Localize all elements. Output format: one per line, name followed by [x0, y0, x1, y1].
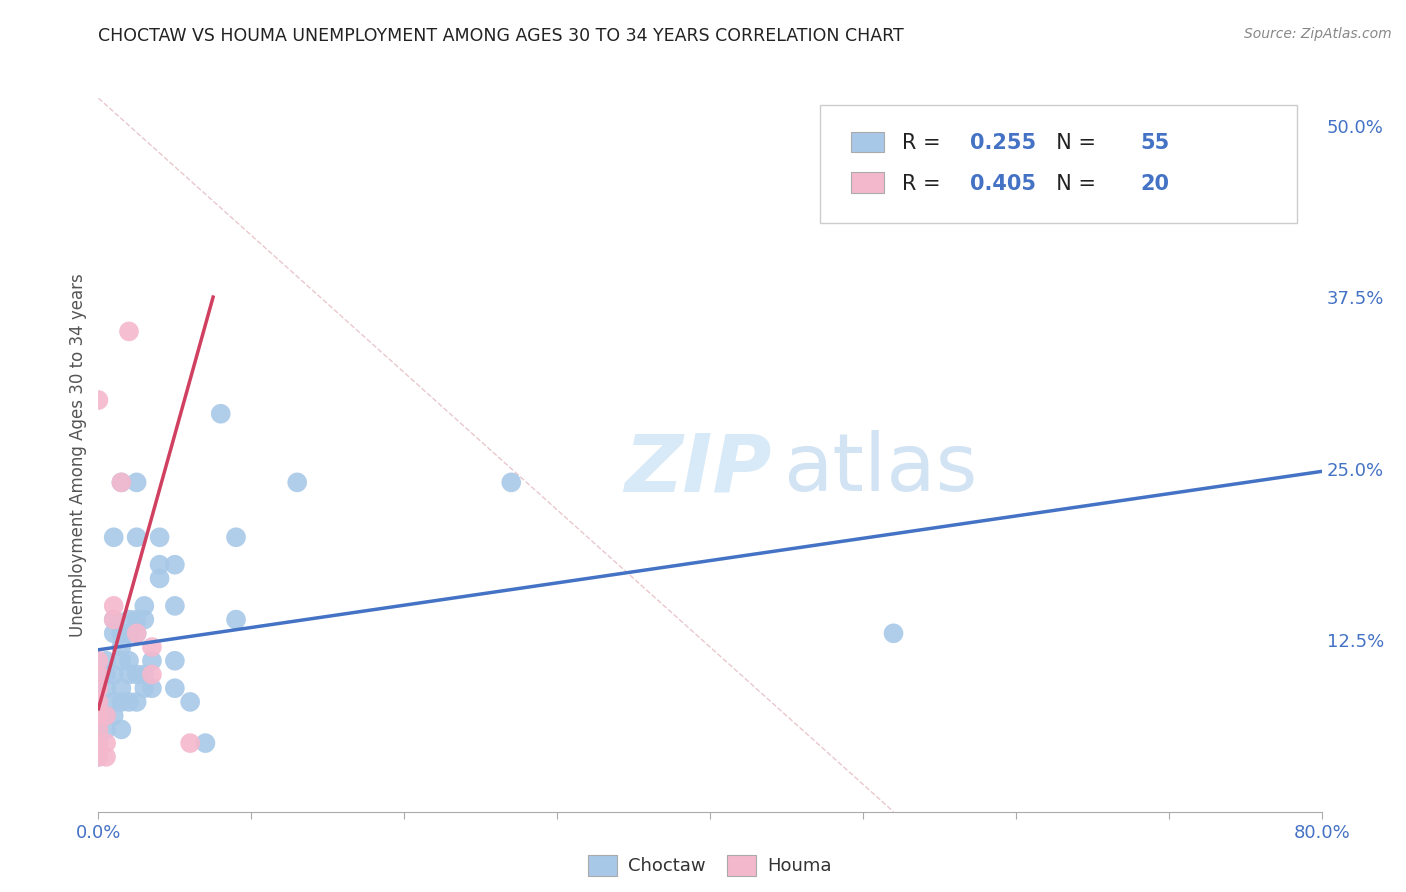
- Point: [103, 667, 125, 681]
- Point: [194, 736, 217, 750]
- Text: 20: 20: [1140, 174, 1170, 194]
- Point: [87, 695, 110, 709]
- Point: [141, 667, 163, 681]
- Point: [87, 749, 110, 764]
- Point: [94, 723, 117, 737]
- Point: [141, 654, 163, 668]
- FancyBboxPatch shape: [851, 172, 884, 193]
- Point: [134, 613, 156, 627]
- Point: [110, 695, 132, 709]
- Point: [134, 599, 156, 613]
- Point: [118, 613, 141, 627]
- Point: [87, 681, 110, 696]
- Point: [94, 667, 117, 681]
- Y-axis label: Unemployment Among Ages 30 to 34 years: Unemployment Among Ages 30 to 34 years: [69, 273, 87, 637]
- Point: [118, 667, 141, 681]
- Point: [94, 708, 117, 723]
- Text: atlas: atlas: [783, 430, 977, 508]
- Point: [87, 667, 110, 681]
- Point: [163, 558, 186, 572]
- Point: [110, 475, 132, 490]
- Point: [501, 475, 523, 490]
- Point: [125, 667, 148, 681]
- Text: CHOCTAW VS HOUMA UNEMPLOYMENT AMONG AGES 30 TO 34 YEARS CORRELATION CHART: CHOCTAW VS HOUMA UNEMPLOYMENT AMONG AGES…: [98, 27, 904, 45]
- Point: [94, 654, 117, 668]
- Text: N =: N =: [1043, 174, 1102, 194]
- Point: [134, 667, 156, 681]
- Text: 0.255: 0.255: [970, 133, 1036, 153]
- Legend: Choctaw, Houma: Choctaw, Houma: [579, 846, 841, 885]
- Text: 55: 55: [1140, 133, 1170, 153]
- Point: [179, 736, 201, 750]
- Point: [225, 530, 247, 544]
- Point: [285, 475, 308, 490]
- Text: R =: R =: [903, 174, 948, 194]
- Point: [110, 654, 132, 668]
- Point: [110, 681, 132, 696]
- Point: [103, 695, 125, 709]
- Point: [87, 723, 110, 737]
- Point: [125, 613, 148, 627]
- Point: [141, 640, 163, 654]
- FancyBboxPatch shape: [820, 105, 1298, 223]
- Point: [141, 681, 163, 696]
- Point: [103, 708, 125, 723]
- Point: [179, 695, 201, 709]
- Point: [110, 626, 132, 640]
- Point: [163, 654, 186, 668]
- FancyBboxPatch shape: [851, 132, 884, 153]
- Point: [87, 654, 110, 668]
- Text: Source: ZipAtlas.com: Source: ZipAtlas.com: [1244, 27, 1392, 41]
- Point: [149, 530, 172, 544]
- Point: [209, 407, 232, 421]
- Point: [125, 626, 148, 640]
- Point: [94, 681, 117, 696]
- Point: [225, 613, 247, 627]
- Point: [103, 613, 125, 627]
- Point: [110, 640, 132, 654]
- Point: [87, 695, 110, 709]
- Point: [149, 571, 172, 585]
- Point: [87, 749, 110, 764]
- Point: [87, 736, 110, 750]
- Point: [103, 626, 125, 640]
- Point: [87, 392, 110, 407]
- Point: [94, 708, 117, 723]
- Point: [94, 749, 117, 764]
- Text: 0.405: 0.405: [970, 174, 1036, 194]
- Point: [149, 558, 172, 572]
- Point: [103, 599, 125, 613]
- Point: [125, 626, 148, 640]
- Point: [110, 475, 132, 490]
- Point: [163, 599, 186, 613]
- Point: [87, 723, 110, 737]
- Point: [103, 530, 125, 544]
- Point: [883, 626, 905, 640]
- Point: [87, 708, 110, 723]
- Point: [87, 708, 110, 723]
- Point: [87, 736, 110, 750]
- Text: R =: R =: [903, 133, 948, 153]
- Point: [134, 681, 156, 696]
- Text: N =: N =: [1043, 133, 1102, 153]
- Point: [118, 654, 141, 668]
- Point: [110, 723, 132, 737]
- Point: [125, 695, 148, 709]
- Point: [125, 475, 148, 490]
- Point: [94, 736, 117, 750]
- Point: [118, 325, 141, 339]
- Point: [118, 626, 141, 640]
- Point: [125, 530, 148, 544]
- Point: [118, 695, 141, 709]
- Text: ZIP: ZIP: [624, 430, 772, 508]
- Point: [163, 681, 186, 696]
- Point: [103, 613, 125, 627]
